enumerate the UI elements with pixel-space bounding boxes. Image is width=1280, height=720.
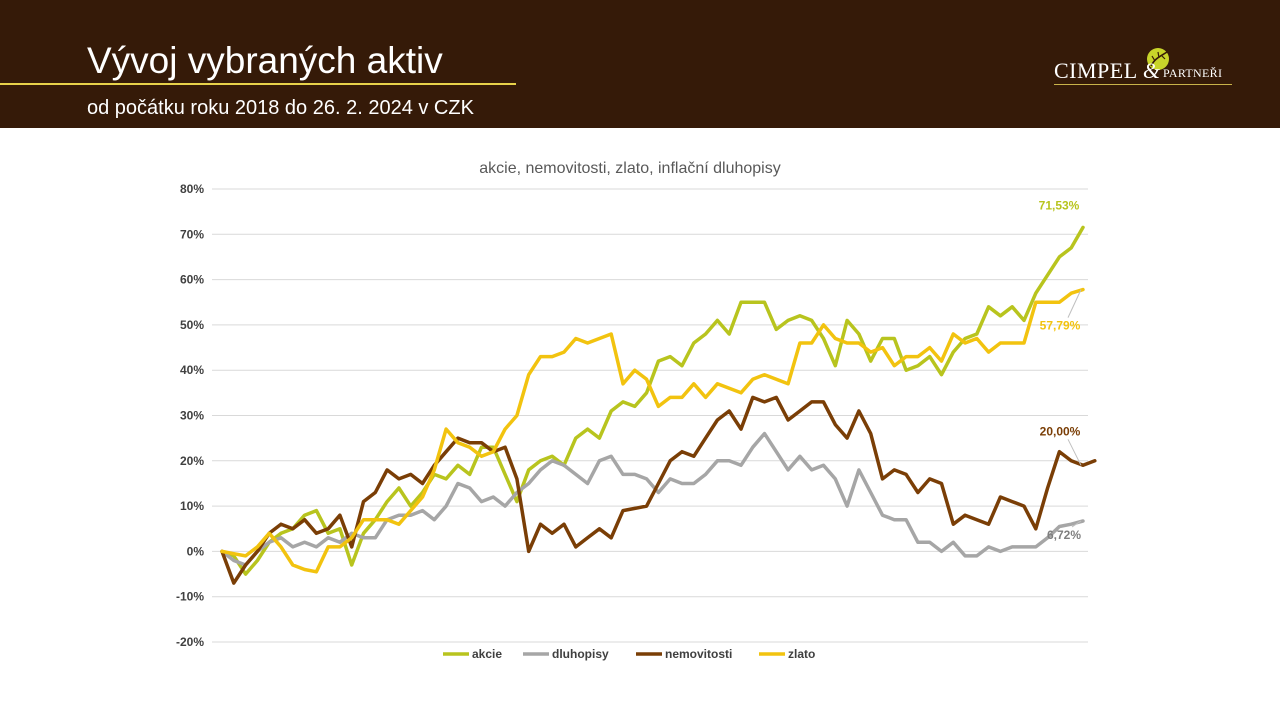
header-banner: Vývoj vybraných aktiv od počátku roku 20… <box>0 0 1280 128</box>
logo-wordmark: CIMPEL & <box>1054 58 1161 83</box>
y-tick-label: 30% <box>180 409 204 423</box>
y-tick-label: 0% <box>187 544 205 558</box>
chart-legend: akcie dluhopisy nemovitosti zlato <box>443 647 815 661</box>
grid-lines <box>212 188 1088 643</box>
y-tick-label: 10% <box>180 499 204 513</box>
y-tick-label: 70% <box>180 227 204 241</box>
end-label-zlato: 57,79% <box>1040 319 1081 333</box>
chart-area: akcie, nemovitosti, zlato, inflační dluh… <box>0 128 1280 720</box>
series-line-dluhopisy <box>220 431 1085 567</box>
end-label-nemovitosti: 20,00% <box>1040 424 1081 438</box>
title-underline <box>0 83 516 85</box>
page-subtitle: od počátku roku 2018 do 26. 2. 2024 v CZ… <box>87 97 474 119</box>
leaf-icon <box>1147 48 1169 70</box>
y-tick-label: -10% <box>176 590 204 604</box>
page-title: Vývoj vybraných aktiv <box>87 40 443 81</box>
line-chart: akcie, nemovitosti, zlato, inflační dluh… <box>176 160 1097 661</box>
chart-title: akcie, nemovitosti, zlato, inflační dluh… <box>479 160 780 177</box>
end-label-akcie: 71,53% <box>1039 198 1080 212</box>
series-lines <box>220 225 1097 585</box>
logo-underline <box>1054 84 1232 85</box>
y-tick-label: 50% <box>180 318 204 332</box>
logo-subtext: PARTNEŘI <box>1163 66 1223 80</box>
legend-label-dluhopisy: dluhopisy <box>552 647 609 661</box>
company-logo: CIMPEL & PARTNEŘI <box>1050 46 1240 88</box>
series-line-akcie <box>220 225 1085 576</box>
leader-line <box>1071 520 1082 528</box>
legend-label-zlato: zlato <box>788 647 815 661</box>
y-tick-label: 20% <box>180 454 204 468</box>
leader-line <box>1067 289 1082 318</box>
y-axis-ticks: -20% -10% 0% 10% 20% 30% 40% 50% 60% 70% 80% <box>176 182 204 649</box>
legend-label-nemovitosti: nemovitosti <box>665 647 732 661</box>
leader-line <box>1067 439 1082 466</box>
y-tick-label: 80% <box>180 182 204 196</box>
y-tick-label: 60% <box>180 273 204 287</box>
end-label-dluhopisy: 6,72% <box>1047 528 1081 542</box>
series-line-zlato <box>220 287 1085 574</box>
y-tick-label: -20% <box>176 635 204 649</box>
end-labels: 71,53% 6,72% 20,00% 57,79% <box>1039 198 1082 542</box>
legend-label-akcie: akcie <box>472 647 502 661</box>
y-tick-label: 40% <box>180 363 204 377</box>
series-line-nemovitosti <box>220 395 1097 585</box>
